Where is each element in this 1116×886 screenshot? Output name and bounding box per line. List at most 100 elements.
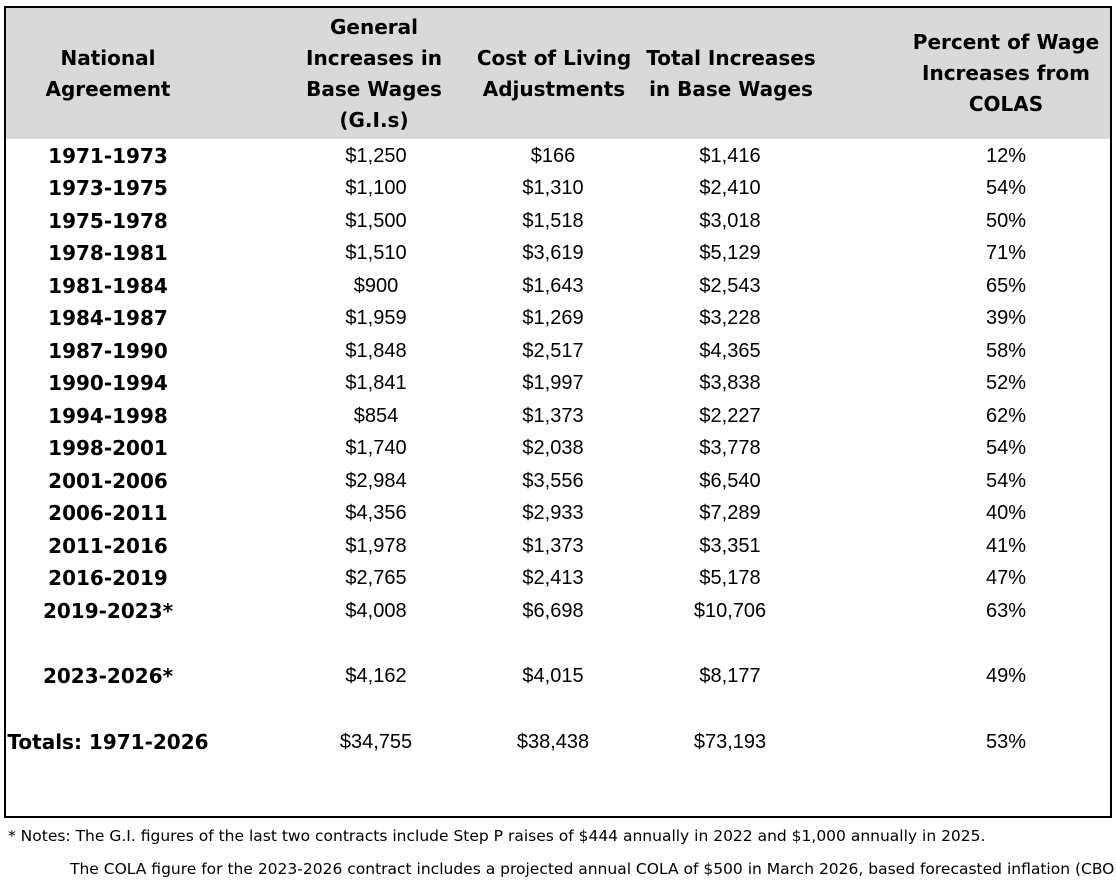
agreement-cell: 2006-2011 xyxy=(48,501,168,525)
percent-cell: 47% xyxy=(985,567,1027,589)
percent-cell: 58% xyxy=(985,340,1027,362)
gi-cell: $34,755 xyxy=(339,731,413,753)
total-cell: $2,410 xyxy=(699,177,761,199)
cola-cell: $1,269 xyxy=(522,307,584,329)
agreement-cell: 1971-1973 xyxy=(48,144,168,168)
agreement-cell: 1994-1998 xyxy=(48,404,168,428)
gi-cell: $4,008 xyxy=(345,600,407,622)
total-cell: $10,706 xyxy=(693,600,767,622)
gi-cell: $1,500 xyxy=(345,210,407,232)
percent-cell: 62% xyxy=(985,405,1027,427)
gi-cell: $1,841 xyxy=(345,372,407,394)
gi-cell: $854 xyxy=(353,405,399,427)
totals-row: Totals: 1971-2026 $34,755 $38,438 $73,193 53… xyxy=(6,726,1110,758)
gi-cell: $2,765 xyxy=(345,567,407,589)
footnote-gi: * Notes: The G.I. figures of the last tw… xyxy=(8,827,986,845)
gi-cell: $4,356 xyxy=(345,502,407,524)
cola-cell: $3,556 xyxy=(522,470,584,492)
percent-cell: 54% xyxy=(985,177,1027,199)
cola-cell: $2,038 xyxy=(522,437,584,459)
cola-cell: $6,698 xyxy=(522,600,584,622)
table-row: 1984-1987 $1,959 $1,269 $3,228 39% xyxy=(6,302,1110,334)
percent-cell: 49% xyxy=(985,665,1027,687)
percent-cell: 52% xyxy=(985,372,1027,394)
table-header: National Agreement General Increases in … xyxy=(6,8,1110,139)
agreement-cell: 1984-1987 xyxy=(48,306,168,330)
percent-cell: 12% xyxy=(985,145,1027,167)
percent-cell: 63% xyxy=(985,600,1027,622)
agreement-cell: 2019-2023* xyxy=(42,599,174,623)
cola-cell: $1,373 xyxy=(522,535,584,557)
total-cell: $7,289 xyxy=(699,502,761,524)
table-row: 2006-2011 $4,356 $2,933 $7,289 40% xyxy=(6,497,1110,529)
percent-cell: 50% xyxy=(985,210,1027,232)
cola-cell: $2,413 xyxy=(522,567,584,589)
cola-cell: $2,517 xyxy=(522,340,584,362)
gi-cell: $1,740 xyxy=(345,437,407,459)
total-cell: $5,129 xyxy=(699,242,761,264)
cola-cell: $3,619 xyxy=(522,242,584,264)
total-cell: $4,365 xyxy=(699,340,761,362)
header-national-agreement: National Agreement xyxy=(45,45,171,101)
total-cell: $3,778 xyxy=(699,437,761,459)
cola-cell: $4,015 xyxy=(522,665,584,687)
total-cell: $3,838 xyxy=(699,372,761,394)
gi-cell: $1,250 xyxy=(345,145,407,167)
total-cell: $3,351 xyxy=(699,535,761,557)
total-cell: $2,543 xyxy=(699,275,761,297)
percent-cell: 71% xyxy=(985,242,1027,264)
agreement-cell: Totals: 1971-2026 xyxy=(7,730,209,754)
percent-cell: 41% xyxy=(985,535,1027,557)
total-cell: $3,228 xyxy=(699,307,761,329)
header-percent-cola: Percent of Wage Increases from COLAS xyxy=(912,30,1100,116)
table-row: 2001-2006 $2,984 $3,556 $6,540 54% xyxy=(6,465,1110,497)
gi-cell: $900 xyxy=(353,275,399,297)
table-row: 2019-2023* $4,008 $6,698 $10,706 63% xyxy=(6,595,1110,627)
wage-table: National Agreement General Increases in … xyxy=(4,6,1112,818)
percent-cell: 40% xyxy=(985,502,1027,524)
agreement-cell: 1978-1981 xyxy=(48,241,168,265)
total-cell: $2,227 xyxy=(699,405,761,427)
agreement-cell: 2016-2019 xyxy=(48,566,168,590)
total-cell: $3,018 xyxy=(699,210,761,232)
gi-cell: $1,959 xyxy=(345,307,407,329)
total-cell: $1,416 xyxy=(699,145,761,167)
header-total-increases: Total Increases in Base Wages xyxy=(646,45,816,101)
header-general-increases: General Increases in Base Wages (G.I.s) xyxy=(306,14,442,132)
total-cell: $73,193 xyxy=(693,731,767,753)
agreement-cell: 2011-2016 xyxy=(48,534,168,558)
table-row: 2016-2019 $2,765 $2,413 $5,178 47% xyxy=(6,562,1110,594)
table-row: 2023-2026* $4,162 $4,015 $8,177 49% xyxy=(6,660,1110,692)
gi-cell: $1,978 xyxy=(345,535,407,557)
percent-cell: 65% xyxy=(985,275,1027,297)
percent-cell: 54% xyxy=(985,470,1027,492)
gi-cell: $2,984 xyxy=(345,470,407,492)
table-row: 1994-1998 $854 $1,373 $2,227 62% xyxy=(6,400,1110,432)
header-cola: Cost of Living Adjustments xyxy=(476,45,632,101)
percent-cell: 53% xyxy=(985,731,1027,753)
table-row: 1978-1981 $1,510 $3,619 $5,129 71% xyxy=(6,237,1110,269)
agreement-cell: 1990-1994 xyxy=(48,371,168,395)
cola-cell: $38,438 xyxy=(516,731,590,753)
cola-cell: $1,373 xyxy=(522,405,584,427)
percent-cell: 39% xyxy=(985,307,1027,329)
cola-cell: $1,310 xyxy=(522,177,584,199)
table-row: 1981-1984 $900 $1,643 $2,543 65% xyxy=(6,270,1110,302)
cola-cell: $1,518 xyxy=(522,210,584,232)
table-row: 1975-1978 $1,500 $1,518 $3,018 50% xyxy=(6,205,1110,237)
percent-cell: 54% xyxy=(985,437,1027,459)
agreement-cell: 1998-2001 xyxy=(48,436,168,460)
cola-cell: $166 xyxy=(530,145,576,167)
table-row: 1990-1994 $1,841 $1,997 $3,838 52% xyxy=(6,367,1110,399)
gi-cell: $4,162 xyxy=(345,665,407,687)
gi-cell: $1,100 xyxy=(345,177,407,199)
cola-cell: $1,643 xyxy=(522,275,584,297)
agreement-cell: 2001-2006 xyxy=(48,469,168,493)
total-cell: $6,540 xyxy=(699,470,761,492)
total-cell: $8,177 xyxy=(699,665,761,687)
agreement-cell: 1987-1990 xyxy=(48,339,168,363)
agreement-cell: 1973-1975 xyxy=(48,176,168,200)
total-cell: $5,178 xyxy=(699,567,761,589)
agreement-cell: 1975-1978 xyxy=(48,209,168,233)
cola-cell: $1,997 xyxy=(522,372,584,394)
